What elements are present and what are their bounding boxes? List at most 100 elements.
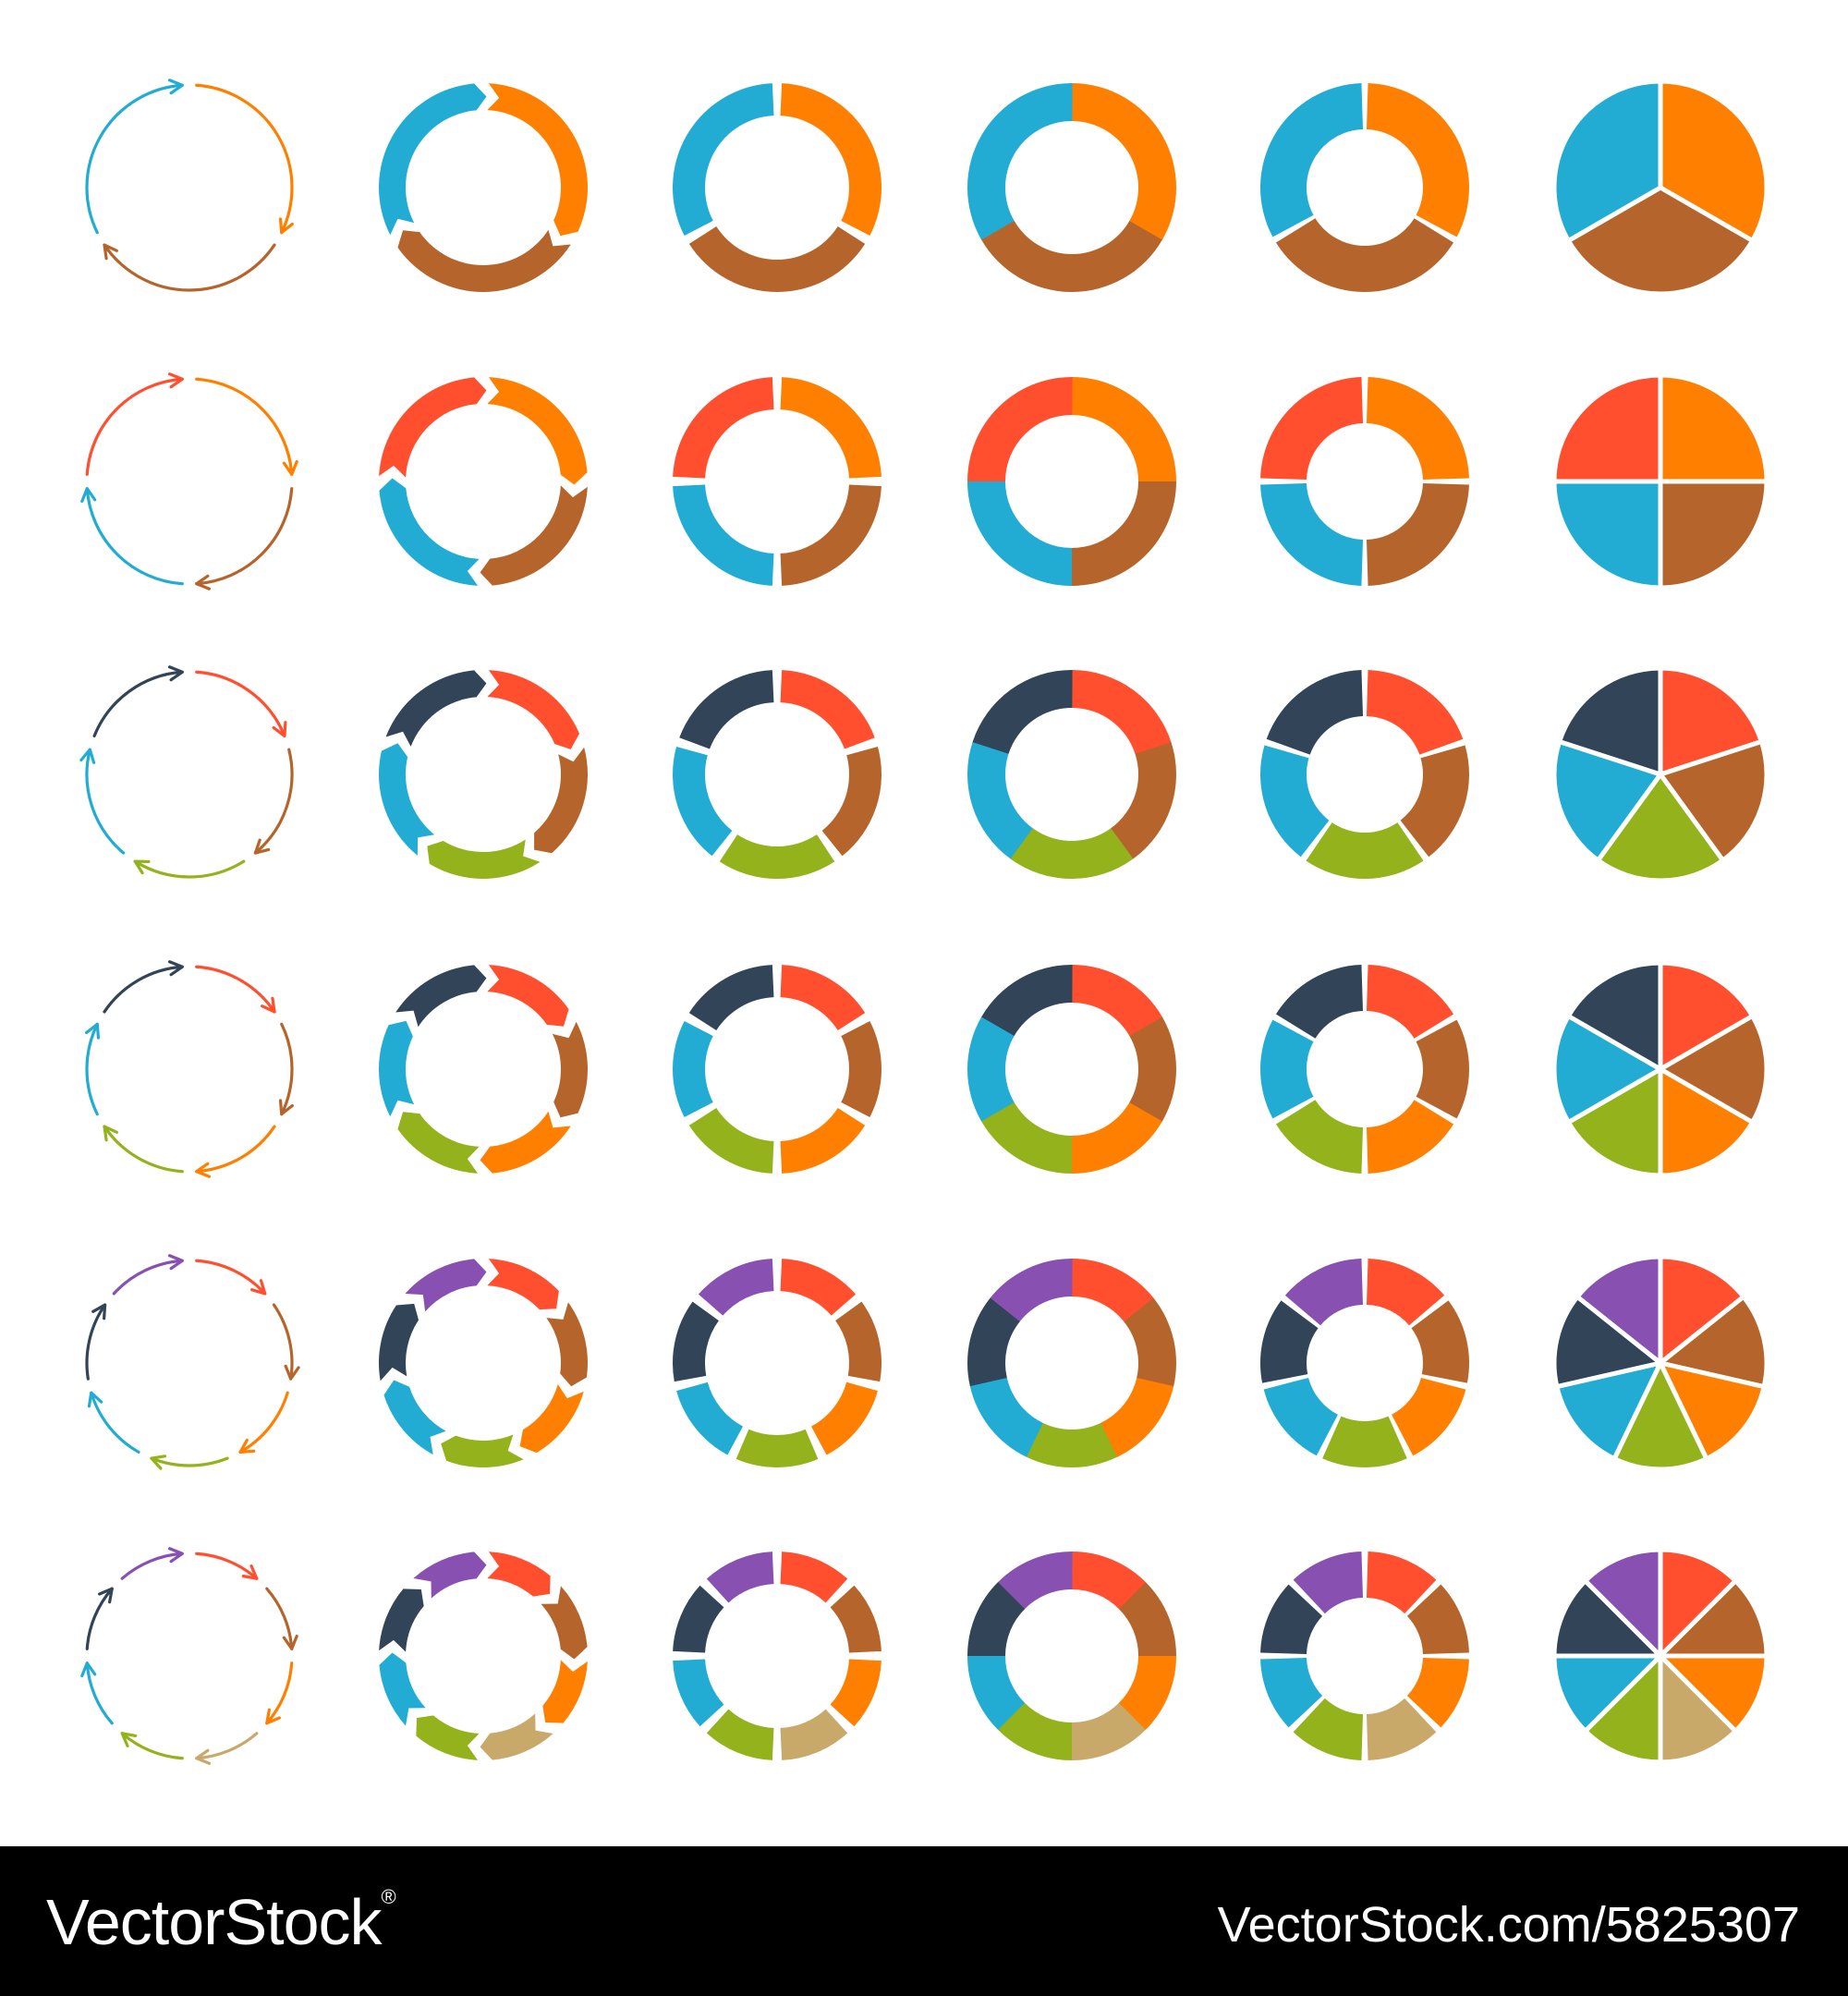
segment-4-pie-wedge [1551,738,1663,863]
segment-1-arc [195,1552,259,1580]
segment-3-puzzle-piece [1406,1657,1469,1728]
pie-8-segments [1551,1547,1769,1765]
segment-3-puzzle-piece [1260,482,1364,586]
segment-1-arrow-band [487,670,580,749]
segment-7-puzzle-piece [1284,1259,1364,1326]
segment-4-arc [103,1125,184,1174]
segment-4-ring-slice [967,377,1073,481]
puzzle-ring-5-segments [1260,670,1469,879]
segment-1-arrowhead [241,1564,259,1580]
segment-7-ring-slice [990,1259,1073,1322]
segment-1-ring-slice [1072,1259,1154,1322]
segment-8-puzzle-piece [1293,1552,1364,1614]
segment-6-arrowhead [80,1661,97,1678]
segment-6-arrowhead [91,1303,107,1321]
segment-3-arrow-band [379,478,480,586]
segment-2-puzzle-piece [1400,745,1469,858]
puzzle-ring-6-segments [1260,965,1470,1174]
segment-1-arrowhead [249,1279,267,1296]
segment-3-arrowhead [133,859,151,875]
segment-7-arc-block [698,1259,774,1316]
segment-7-pie-wedge [1551,1578,1663,1659]
segment-1-arc-block [780,670,875,749]
segment-4-arrow-band [379,743,435,856]
segment-4-arrow-band [379,377,487,478]
segment-5-arrowhead [87,1391,103,1408]
segment-1-ring-slice [1072,83,1176,241]
solid-ring-7-segments [967,1259,1176,1467]
segment-8-arrowhead [167,1547,184,1564]
segment-5-ring-slice [997,1702,1072,1760]
segment-3-arrow-band [378,83,487,236]
segment-5-arc-block [706,1709,774,1760]
segment-1-arc-block [780,1552,848,1603]
gapped-ring-5-segments [672,670,881,879]
gapped-ring-3-segments [673,83,881,293]
segment-3-arrowhead [238,1438,256,1454]
segment-3-arc-block [780,1108,866,1174]
segment-5-arc [85,1022,99,1116]
segment-5-ring-slice [972,669,1073,754]
segment-1-arrow-band [487,1552,551,1597]
segment-6-arc [85,1303,107,1381]
segment-5-puzzle-piece [1260,1019,1314,1119]
segment-2-arc-block [841,1020,881,1118]
segment-6-arc [103,965,184,1014]
segment-3-arc [85,83,184,235]
segment-3-arrow-band [480,1111,571,1174]
segment-4-arrowhead [195,1748,212,1765]
segment-6-arc-block [688,965,774,1030]
puzzle-ring-4-segments [1260,377,1469,586]
puzzle-ring-8-segments [1260,1552,1469,1760]
segment-3-ring-slice [967,83,1073,240]
segment-2-puzzle-piece [1366,482,1469,586]
segment-2-arc [265,1587,294,1650]
segment-4-arrowhead [150,1454,167,1470]
segment-3-arc-block [673,83,774,237]
pie-5-segments [1551,665,1769,883]
segment-3-pie-wedge [1595,772,1726,883]
arrow-band-ring-8-segments [379,1552,588,1760]
segment-6-ring-slice [967,1655,1026,1730]
segment-2-arrow-band [546,1302,588,1387]
segment-1-arc-block [780,83,881,237]
segment-3-arrowhead [265,1708,281,1725]
puzzle-ring-3-segments [1260,83,1469,292]
segment-7-arrow-band [379,1588,424,1652]
segment-3-arc-block [673,484,774,586]
segment-1-pie-wedge [1658,372,1769,484]
segment-1-puzzle-piece [1366,965,1454,1039]
segment-2-arrow-band [397,229,571,292]
pie-7-segments [1551,1254,1769,1472]
segment-5-arrowhead [167,665,184,682]
segment-5-arrowhead [85,1022,101,1040]
segment-2-arrowhead [195,574,212,590]
segment-3-arc [85,487,184,586]
gapped-ring-7-segments [673,1259,881,1468]
segment-4-arrow-band [441,1434,524,1467]
segment-3-arrow-band [542,1660,588,1723]
segment-1-arc-block [780,377,881,479]
segment-4-arc [195,1732,259,1760]
segment-7-arc [112,1259,184,1296]
arrow-band-ring-6-segments [379,965,588,1174]
segment-6-puzzle-piece [1275,965,1364,1039]
segment-5-pie-wedge [1554,1360,1663,1462]
arrow-outline-cycle-4-segments [80,372,298,590]
segment-5-arc [92,670,184,738]
segment-3-puzzle-piece [1260,83,1364,237]
segment-2-ring-slice [1071,481,1176,586]
segment-1-arc-block [780,1259,857,1316]
segment-1-arc-block [780,965,866,1030]
segment-5-arc [90,1391,140,1454]
segment-5-pie-wedge [1551,1014,1663,1125]
segment-3-pie-wedge [1658,1066,1756,1178]
segment-2-pie-wedge [1658,738,1769,863]
segment-1-arc [195,1259,267,1296]
segment-6-pie-wedge [1551,1653,1663,1734]
segment-4-arc-block [673,377,774,479]
segment-6-arrow-band [379,1652,426,1726]
segment-3-ring-slice [1118,1656,1176,1731]
segment-2-arrowhead [253,838,271,855]
arrow-outline-cycle-8-segments [80,1547,298,1765]
